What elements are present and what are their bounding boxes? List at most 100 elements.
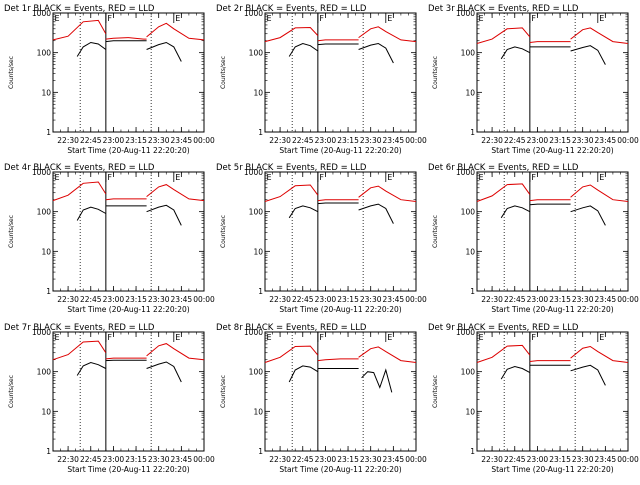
plot-frame [53,13,204,132]
x-axis-label: Start Time (20-Aug-11 22:20:20) [279,146,401,155]
panel-title: Det 8r BLACK = Events, RED = LLD [216,323,367,333]
x-tick-label: 22:45 [504,455,526,464]
x-tick-label: 23:00 [315,295,337,304]
y-tick-label: 100 [37,368,52,377]
x-tick-label: 23:15 [337,136,359,145]
x-tick-label: 22:45 [292,295,314,304]
flag-label: F [319,14,324,23]
flag-label: F [531,14,536,23]
x-tick-label: 00:00 [193,455,215,464]
series-events-line [530,204,571,205]
x-axis-label: Start Time (20-Aug-11 22:20:20) [279,305,401,314]
x-tick-label: 23:30 [572,295,594,304]
detector-panel-4: Det 4r BLACK = Events, RED = LLDCounts/s… [4,163,215,314]
series-lld-line [147,344,204,360]
x-tick-label: 22:45 [292,136,314,145]
y-tick-label: 100 [249,49,264,58]
x-axis-label: Start Time (20-Aug-11 22:20:20) [279,465,401,474]
x-tick-label: 00:00 [405,295,427,304]
series-events-line [571,365,606,385]
x-tick-label: 22:30 [269,455,291,464]
x-tick-label: 22:30 [57,295,79,304]
y-tick-label: 10 [253,88,263,97]
x-axis-label: Start Time (20-Aug-11 22:20:20) [67,305,189,314]
series-lld-line [571,28,628,44]
flag-label: E [479,333,484,342]
flag-label: E [267,333,272,342]
x-tick-label: 22:30 [269,295,291,304]
series-events-line [501,47,530,59]
series-lld-line [477,184,530,202]
series-events-line [571,46,606,65]
panel-title: Det 5r BLACK = Events, RED = LLD [216,163,367,173]
series-lld-line [571,347,628,363]
y-tick-label: 1 [258,128,263,137]
flag-label: E [175,333,180,342]
flag-label: E [387,14,392,23]
y-tick-label: 10 [465,407,475,416]
flag-label: F [107,14,112,23]
series-lld-line [106,38,147,40]
x-tick-label: 23:30 [572,455,594,464]
series-events-line [147,205,182,225]
y-axis-label: Counts/sec [432,215,439,248]
flag-label: F [107,333,112,342]
x-tick-label: 00:00 [405,455,427,464]
y-tick-label: 10 [465,247,475,256]
x-tick-label: 22:45 [80,455,102,464]
x-tick-label: 23:45 [383,136,405,145]
series-lld-line [106,358,147,359]
y-tick-label: 1000 [244,9,263,18]
x-tick-label: 22:45 [80,136,102,145]
y-axis-label: Counts/sec [432,375,439,408]
x-tick-label: 23:00 [103,136,125,145]
x-tick-label: 23:45 [171,295,193,304]
x-axis-label: Start Time (20-Aug-11 22:20:20) [491,305,613,314]
series-lld-line [53,20,106,40]
y-tick-label: 10 [41,88,51,97]
x-tick-label: 23:30 [360,295,382,304]
x-tick-label: 22:45 [80,295,102,304]
x-tick-label: 23:15 [125,295,147,304]
y-tick-label: 100 [37,49,52,58]
flag-label: E [599,173,604,182]
series-lld-line [359,186,416,201]
series-lld-line [53,341,106,360]
series-events-line [501,367,530,380]
series-lld-line [318,359,359,361]
x-tick-label: 22:30 [481,136,503,145]
panel-title: Det 9r BLACK = Events, RED = LLD [428,323,579,333]
plot-frame [477,13,628,132]
series-lld-line [318,40,359,41]
detector-panel-6: Det 6r BLACK = Events, RED = LLDCounts/s… [428,163,639,314]
x-tick-label: 23:15 [125,136,147,145]
x-tick-label: 22:45 [292,455,314,464]
flag-label: F [319,173,324,182]
series-lld-line [106,199,147,200]
x-tick-label: 23:15 [337,295,359,304]
x-tick-label: 23:45 [595,455,617,464]
x-tick-label: 23:15 [549,295,571,304]
x-tick-label: 23:30 [360,136,382,145]
y-axis-label: Counts/sec [220,215,227,248]
series-events-line [77,363,106,376]
series-lld-line [530,361,571,362]
y-tick-label: 1 [46,128,51,137]
x-tick-label: 22:30 [57,136,79,145]
y-axis-label: Counts/sec [8,375,15,408]
series-events-line [106,41,147,42]
detector-panel-5: Det 5r BLACK = Events, RED = LLD Counts/s… [216,163,427,314]
x-tick-label: 00:00 [193,136,215,145]
y-tick-label: 1 [46,447,51,456]
y-tick-label: 10 [253,247,263,256]
x-tick-label: 23:00 [103,295,125,304]
series-events-line [147,362,182,382]
series-events-line [501,206,530,218]
x-tick-label: 23:00 [315,136,337,145]
y-tick-label: 1000 [244,328,263,337]
y-tick-label: 100 [249,208,264,217]
y-axis-label: Counts/sec [220,56,227,89]
x-tick-label: 23:30 [148,455,170,464]
y-tick-label: 10 [41,407,51,416]
